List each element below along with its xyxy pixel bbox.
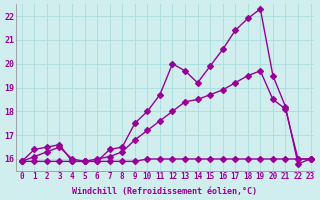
X-axis label: Windchill (Refroidissement éolien,°C): Windchill (Refroidissement éolien,°C) — [72, 187, 258, 196]
